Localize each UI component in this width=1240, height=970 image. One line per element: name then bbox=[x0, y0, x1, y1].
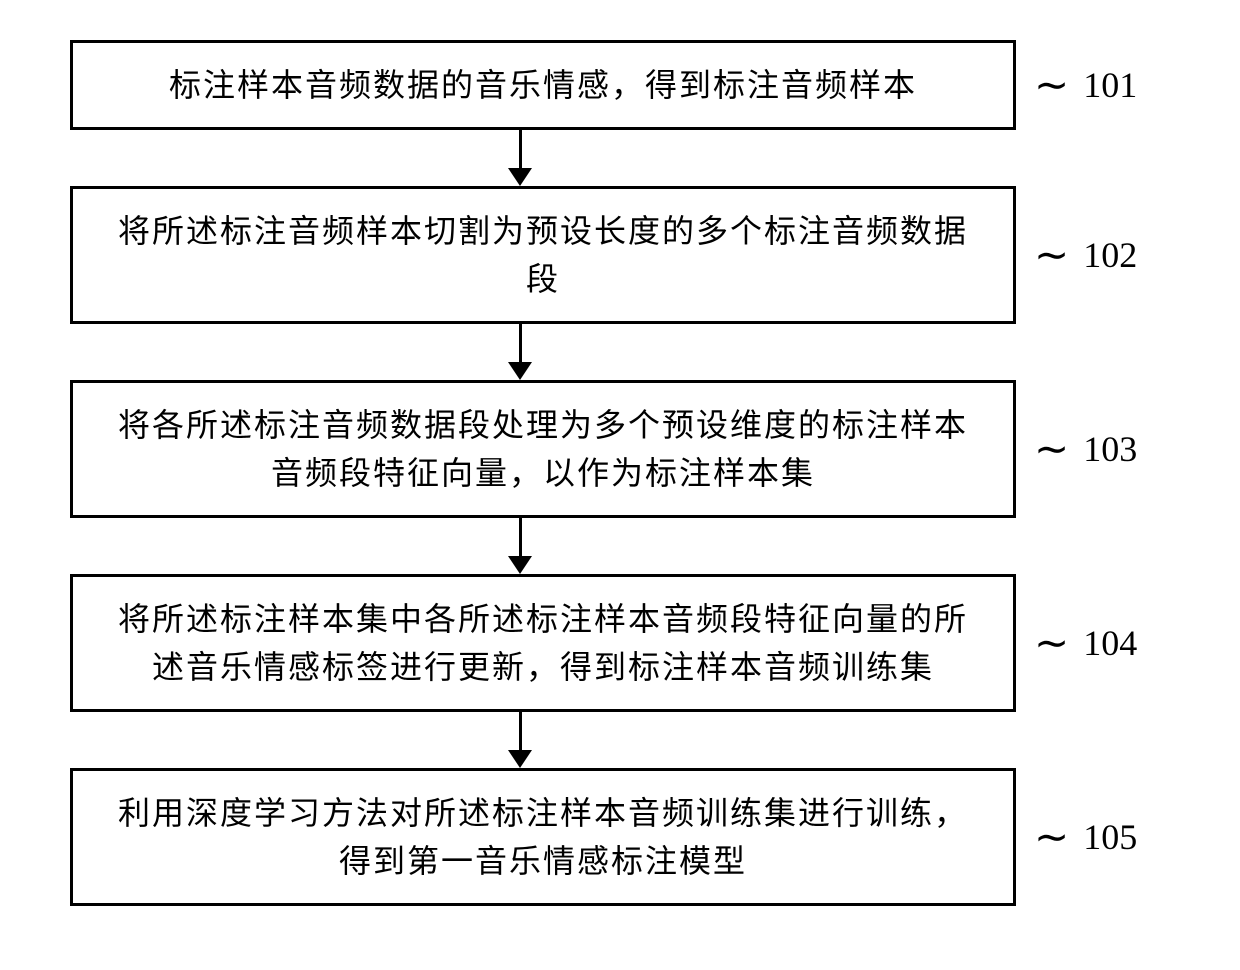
arrow-down-icon bbox=[70, 324, 970, 380]
tilde-icon: ∼ bbox=[1034, 234, 1069, 276]
step-number: 103 bbox=[1083, 431, 1137, 467]
flow-step: 标注样本音频数据的音乐情感，得到标注音频样本 ∼ 101 bbox=[70, 40, 1170, 130]
arrow-down-icon bbox=[70, 518, 970, 574]
tilde-icon: ∼ bbox=[1034, 428, 1069, 470]
flow-box-103: 将各所述标注音频数据段处理为多个预设维度的标注样本音频段特征向量，以作为标注样本… bbox=[70, 380, 1016, 518]
flow-step: 利用深度学习方法对所述标注样本音频训练集进行训练，得到第一音乐情感标注模型 ∼ … bbox=[70, 768, 1170, 906]
arrow-down-icon bbox=[70, 712, 970, 768]
tilde-icon: ∼ bbox=[1034, 64, 1069, 106]
flow-step: 将所述标注音频样本切割为预设长度的多个标注音频数据段 ∼ 102 bbox=[70, 186, 1170, 324]
tilde-icon: ∼ bbox=[1034, 622, 1069, 664]
flow-step: 将各所述标注音频数据段处理为多个预设维度的标注样本音频段特征向量，以作为标注样本… bbox=[70, 380, 1170, 518]
step-number: 101 bbox=[1083, 67, 1137, 103]
flow-box-102: 将所述标注音频样本切割为预设长度的多个标注音频数据段 bbox=[70, 186, 1016, 324]
step-number: 102 bbox=[1083, 237, 1137, 273]
step-label-connector: ∼ 104 bbox=[1034, 622, 1137, 664]
tilde-icon: ∼ bbox=[1034, 816, 1069, 858]
arrow-down-icon bbox=[70, 130, 970, 186]
step-number: 105 bbox=[1083, 819, 1137, 855]
flow-step: 将所述标注样本集中各所述标注样本音频段特征向量的所述音乐情感标签进行更新，得到标… bbox=[70, 574, 1170, 712]
step-label-connector: ∼ 102 bbox=[1034, 234, 1137, 276]
step-number: 104 bbox=[1083, 625, 1137, 661]
flow-box-101: 标注样本音频数据的音乐情感，得到标注音频样本 bbox=[70, 40, 1016, 130]
flowchart-container: 标注样本音频数据的音乐情感，得到标注音频样本 ∼ 101 将所述标注音频样本切割… bbox=[70, 40, 1170, 906]
step-label-connector: ∼ 101 bbox=[1034, 64, 1137, 106]
step-label-connector: ∼ 105 bbox=[1034, 816, 1137, 858]
flow-box-104: 将所述标注样本集中各所述标注样本音频段特征向量的所述音乐情感标签进行更新，得到标… bbox=[70, 574, 1016, 712]
flow-box-105: 利用深度学习方法对所述标注样本音频训练集进行训练，得到第一音乐情感标注模型 bbox=[70, 768, 1016, 906]
step-label-connector: ∼ 103 bbox=[1034, 428, 1137, 470]
